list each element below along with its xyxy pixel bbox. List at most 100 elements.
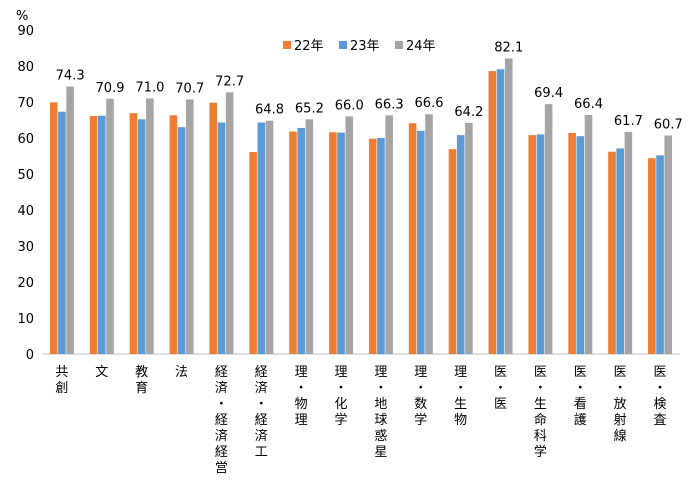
bar-3-14: [584, 114, 593, 355]
category-label-char: 済: [215, 428, 228, 444]
bar-2-7: [297, 127, 305, 354]
category-label-char: ・: [295, 381, 308, 396]
category-label-char: 看: [574, 396, 587, 412]
category-label-char: 理: [295, 365, 308, 380]
bar-1-11: [448, 149, 457, 354]
data-label: 66.6: [415, 96, 444, 111]
bar-1-1: [49, 102, 58, 354]
category-label-char: 惑: [374, 428, 387, 444]
category-label-char: 育: [135, 380, 148, 396]
category-label-char: ・: [534, 381, 547, 396]
category-label-char: 物: [295, 397, 308, 412]
data-label: 70.9: [96, 81, 125, 96]
category-label-char: ・: [335, 381, 348, 396]
legend: 22年 23年 24年: [283, 39, 436, 54]
bar-2-9: [377, 138, 385, 354]
category-label-char: 経: [255, 413, 268, 428]
bar-2-2: [98, 115, 106, 355]
bar-3-13: [544, 104, 553, 354]
bar-1-4: [169, 115, 178, 354]
category-label-char: 済: [255, 428, 268, 444]
bar-1-5: [209, 102, 218, 354]
bar-2-12: [496, 69, 505, 355]
bar-2-15: [616, 148, 624, 354]
category-label-char: 共: [55, 365, 68, 380]
category-label-char: 工: [255, 445, 268, 460]
bar-1-14: [568, 132, 576, 354]
y-tick-label: 70: [17, 96, 34, 111]
category-label-char: 検: [654, 397, 667, 412]
data-label: 66.4: [574, 97, 603, 112]
bar-1-6: [249, 152, 257, 354]
data-label: 74.3: [56, 69, 85, 84]
bar-2-3: [137, 119, 146, 354]
legend-swatch: [283, 41, 291, 49]
bar-3-10: [425, 114, 433, 355]
category-label-char: 生: [534, 397, 547, 412]
category-label-char: 球: [374, 413, 387, 428]
category-label-char: 医: [654, 365, 667, 380]
bar-2-5: [217, 122, 226, 355]
category-label-char: 理: [335, 365, 348, 380]
legend-label: 22年: [294, 39, 324, 54]
category-label-char: 済: [255, 380, 268, 396]
bar-1-10: [408, 123, 417, 355]
legend-label: 23年: [350, 39, 380, 54]
y-tick-label: 40: [17, 204, 34, 219]
bar-2-4: [177, 127, 186, 354]
bar-1-15: [608, 151, 616, 354]
data-label: 71.0: [135, 80, 164, 95]
category-label-char: 医: [614, 365, 627, 380]
bar-2-14: [576, 136, 585, 354]
category-label-char: ・: [255, 397, 268, 412]
category-label-char: 医: [494, 365, 507, 380]
bar-3-3: [146, 98, 154, 355]
category-labels: 共創文 教育法 経済・経済経営経済・経済工理・物理理・化学理・地球惑星理・数学理・生…: [55, 364, 666, 476]
data-labels: 74.3 70.9 71.0 70.7 72.7 64.8 65.2 66.0 66.3 66.6…: [56, 40, 683, 132]
bar-2-8: [337, 132, 345, 354]
category-label-char: 物: [454, 413, 467, 428]
bar-3-16: [664, 135, 673, 354]
category-label-char: ・: [454, 381, 467, 396]
data-label: 72.7: [215, 74, 244, 89]
bars: [49, 58, 673, 355]
data-label: 66.3: [375, 97, 404, 112]
y-tick-label: 80: [17, 60, 34, 75]
data-label: 64.8: [255, 103, 284, 118]
category-label-char: ・: [215, 397, 228, 412]
y-tick-label: 90: [17, 24, 34, 39]
bar-3-7: [305, 119, 314, 354]
data-label: 64.2: [454, 105, 483, 120]
bar-1-16: [648, 158, 656, 354]
data-label: 60.7: [654, 117, 683, 132]
category-label-char: 命: [534, 412, 547, 428]
bar-2-11: [456, 135, 465, 354]
data-label: 82.1: [494, 40, 523, 55]
bar-3-4: [185, 99, 194, 354]
y-tick-label: 10: [17, 312, 34, 327]
category-label-char: 科: [534, 429, 547, 444]
category-label-char: 学: [414, 412, 427, 428]
bar-1-12: [488, 71, 497, 354]
y-tick-label: 60: [17, 132, 34, 147]
category-label-char: 医: [494, 397, 507, 412]
bar-1-13: [528, 135, 537, 354]
category-label-char: 医: [534, 365, 547, 380]
bar-3-15: [624, 131, 633, 354]
legend-swatch: [339, 41, 347, 49]
bar-3-1: [66, 86, 74, 355]
category-label-char: ・: [614, 381, 627, 396]
bar-1-2: [89, 116, 98, 354]
data-label: 66.0: [335, 98, 364, 113]
category-label-char: 文: [95, 365, 108, 380]
category-label-char: ・: [414, 381, 427, 396]
category-label-char: ・: [374, 381, 387, 396]
bar-3-5: [225, 92, 234, 354]
bar-3-11: [465, 122, 473, 354]
data-label: 61.7: [614, 114, 643, 129]
legend-label: 24年: [406, 39, 436, 54]
category-label-char: 経: [215, 413, 228, 428]
bar-2-13: [536, 134, 545, 354]
